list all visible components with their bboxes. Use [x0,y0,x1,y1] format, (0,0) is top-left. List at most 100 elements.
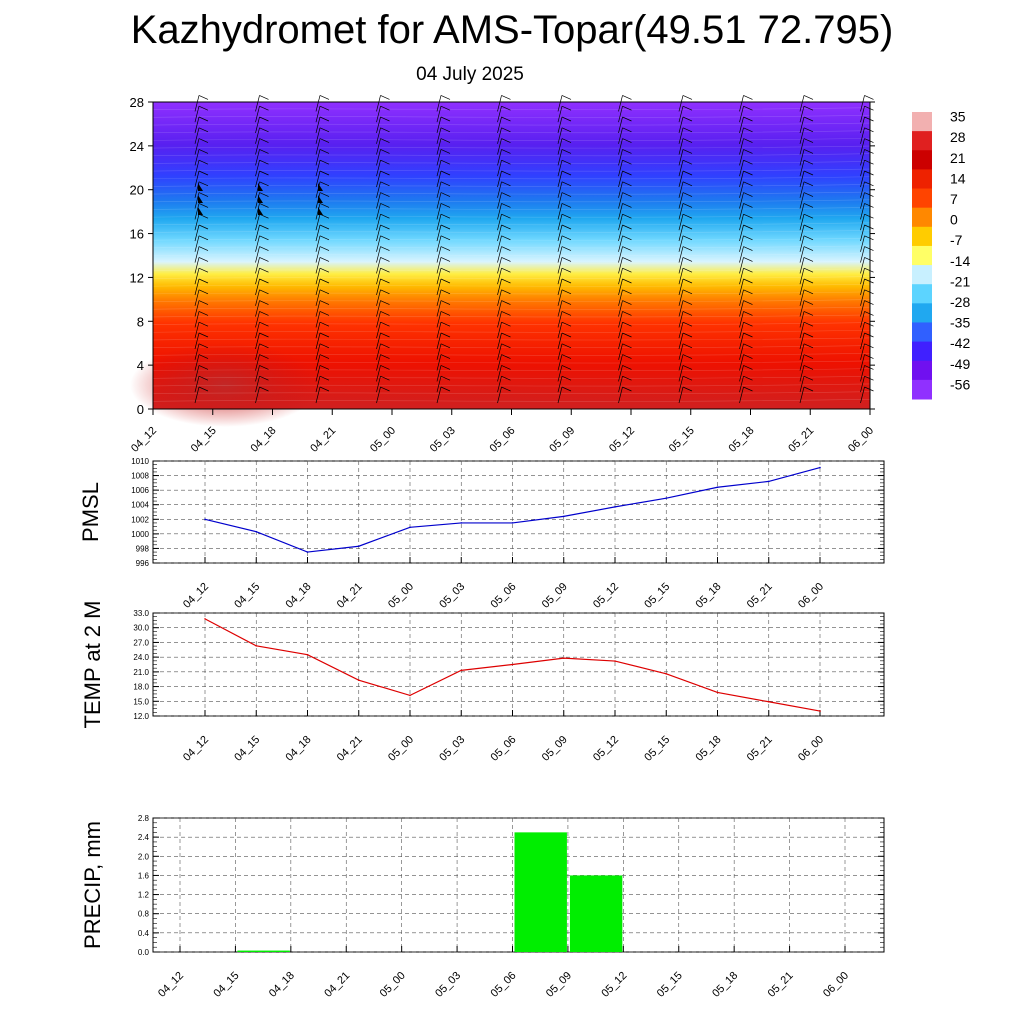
wind-barb-feather [561,116,572,122]
wind-barb-feather [743,289,753,295]
wind-barb-feather [501,375,511,381]
wind-barb-feather [864,375,874,381]
wind-barb-feather [743,235,753,241]
wind-barb-feather [380,365,390,370]
wind-barb [799,149,805,166]
wind-barb-feather [561,246,572,251]
colorbar-label: 7 [950,191,958,207]
x-tick-label: 05_21 [786,425,816,455]
wind-barb-feather [682,365,693,370]
wind-barb [194,214,200,231]
wind-barb [557,127,563,144]
wind-barb [739,322,744,339]
wind-barb [678,235,684,252]
pmsl-line-point [204,518,206,521]
x-tick-label: 05_21 [745,734,775,764]
wind-barb-feather [743,149,753,154]
wind-barb-feather [561,343,572,349]
wind-barb-feather [440,343,451,349]
colorbar-swatch [912,379,932,400]
wind-barb-feather [682,311,693,316]
wind-barb-feather [440,300,451,305]
wind-barb [678,192,684,209]
colorbar-swatch [912,169,932,190]
wind-barb [255,203,260,220]
wind-barb-feather [319,354,330,359]
wind-barb [557,224,563,242]
wind-barb [618,376,623,393]
wind-barb-feather [803,386,814,392]
wind-barb [436,181,442,198]
wind-barb-feather [501,159,511,165]
wind-barb [678,116,684,134]
wind-flag [318,183,323,191]
wind-barb-feather [501,95,511,100]
wind-barb-feather [622,278,632,284]
wind-barb [497,181,502,198]
wind-barb-feather [259,300,269,305]
wind-barb [739,300,744,317]
wind-barb [739,160,744,177]
contour-line [152,168,871,172]
wind-barb [618,278,623,296]
wind-barb [557,343,563,360]
wind-barb [799,300,805,317]
wind-barb-feather [682,138,693,143]
wind-barb [315,116,321,134]
wind-barb [739,192,744,209]
wind-barb [315,268,321,285]
wind-barb [376,170,381,188]
wind-barb-feather [259,332,269,338]
x-tick-label: 05_12 [599,970,629,1000]
wind-barb-feather [198,267,209,273]
wind-barb [194,376,200,393]
wind-barb [860,160,865,177]
wind-barb-feather [198,127,209,133]
wind-barb [194,127,200,144]
wind-barb-feather [743,321,753,327]
contour-line [152,222,871,226]
wind-barb-feather [440,321,451,327]
y-tick-label: 24.0 [133,653,149,662]
wind-barb-feather [198,365,209,370]
x-tick-label: 05_18 [710,970,740,1000]
wind-barb [436,224,442,242]
x-tick-label: 05_00 [386,734,416,764]
wind-barb-feather [743,224,753,230]
wind-barb-feather [864,354,874,359]
wind-barb-feather [803,257,814,262]
wind-barb-feather [803,235,814,241]
colorbar-swatch [912,341,932,362]
wind-barb [799,138,805,155]
colorbar-swatch [912,150,932,170]
wind-barb [799,170,805,188]
wind-barb-feather [803,138,814,143]
contour-line [152,260,871,264]
temp-line-ylabel: TEMP at 2 M [80,601,105,729]
wind-barb [799,127,805,144]
wind-barb [678,95,684,112]
temp-line-point [460,669,463,672]
wind-barb-feather [682,203,693,208]
wind-barb [194,278,200,296]
wind-barb [739,127,744,144]
x-tick-label: 05_15 [642,581,672,611]
wind-barb [436,203,442,220]
wind-barb [739,106,744,123]
y-tick-label: 1004 [131,501,149,510]
wind-barb-feather [622,332,632,338]
wind-barb-feather [864,246,874,251]
wind-barb-feather [743,159,753,165]
contour-line [152,115,871,118]
colorbar-label: -35 [950,315,970,331]
contour-line [152,107,871,111]
wind-barb [255,246,260,263]
colorbar-swatch [912,265,932,285]
wind-barb [376,224,381,242]
wind-barb-feather [622,375,632,381]
wind-barb-feather [501,354,511,359]
wind-barb-feather [561,170,572,176]
wind-barb [255,138,260,155]
wind-barb-feather [198,192,209,197]
